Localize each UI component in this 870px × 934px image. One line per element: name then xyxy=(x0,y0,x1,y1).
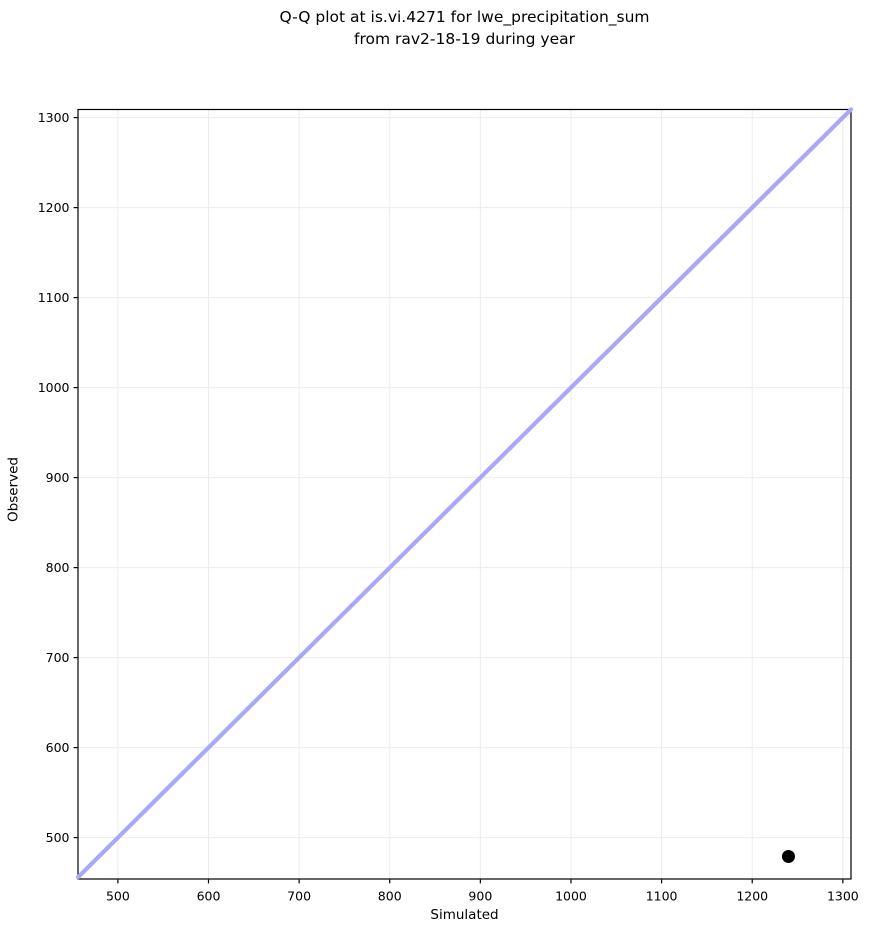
x-tick-label: 700 xyxy=(287,889,311,904)
y-tick-label: 900 xyxy=(46,470,70,485)
x-tick-label: 1200 xyxy=(736,889,768,904)
x-axis-label: Simulated xyxy=(430,907,499,923)
y-tick-label: 600 xyxy=(46,740,70,755)
chart-title-line2: from rav2-18-19 during year xyxy=(354,30,575,48)
x-tick-label: 500 xyxy=(106,889,130,904)
chart-title: Q-Q plot at is.vi.4271 for lwe_precipita… xyxy=(78,6,851,50)
chart-title-line1: Q-Q plot at is.vi.4271 for lwe_precipita… xyxy=(279,8,650,26)
y-tick-label: 1300 xyxy=(38,110,70,125)
x-tick-label: 800 xyxy=(378,889,402,904)
y-tick-label: 700 xyxy=(46,650,70,665)
y-tick-label: 1200 xyxy=(38,200,70,215)
data-point xyxy=(781,850,795,863)
x-tick-label: 1000 xyxy=(555,889,587,904)
y-tick-label: 1000 xyxy=(38,380,70,395)
y-tick-label: 1100 xyxy=(38,290,70,305)
y-tick-label: 800 xyxy=(46,560,70,575)
y-tick-label: 500 xyxy=(46,830,70,845)
axes-spines xyxy=(77,108,852,880)
x-tick-label: 600 xyxy=(197,889,221,904)
x-tick-label: 1300 xyxy=(827,889,859,904)
x-tick-label: 900 xyxy=(468,889,492,904)
x-tick-label: 1100 xyxy=(646,889,678,904)
identity-line xyxy=(75,107,854,880)
